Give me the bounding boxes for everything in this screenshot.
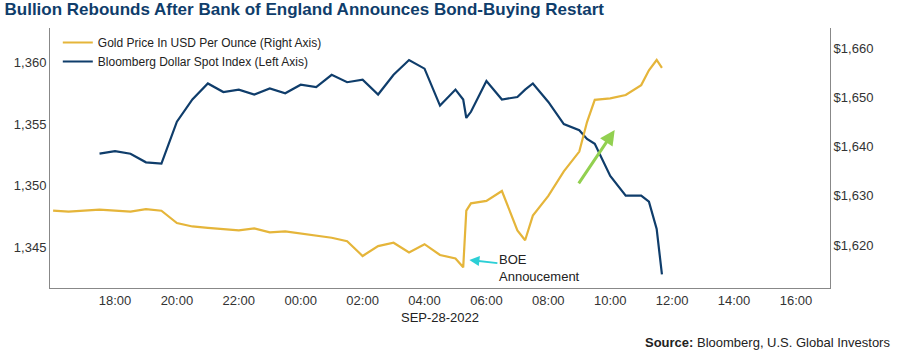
svg-text:$1,650: $1,650 [834, 90, 874, 105]
svg-text:$1,620: $1,620 [834, 238, 874, 253]
svg-text:14:00: 14:00 [718, 293, 751, 308]
svg-text:12:00: 12:00 [656, 293, 689, 308]
svg-text:$1,640: $1,640 [834, 139, 874, 154]
svg-text:1,360: 1,360 [14, 55, 47, 70]
svg-text:1,345: 1,345 [14, 240, 47, 255]
svg-text:18:00: 18:00 [99, 293, 132, 308]
svg-text:1,355: 1,355 [14, 117, 47, 132]
svg-text:22:00: 22:00 [223, 293, 256, 308]
svg-text:08:00: 08:00 [532, 293, 565, 308]
svg-text:Bullion Rebounds After Bank of: Bullion Rebounds After Bank of England A… [5, 0, 605, 19]
svg-text:06:00: 06:00 [470, 293, 503, 308]
svg-text:Source: Bloomberg, U.S. Global: Source: Bloomberg, U.S. Global Investors [645, 335, 890, 350]
svg-text:04:00: 04:00 [408, 293, 441, 308]
svg-text:00:00: 00:00 [284, 293, 317, 308]
svg-text:02:00: 02:00 [346, 293, 379, 308]
svg-text:Gold Price In USD Per Ounce (R: Gold Price In USD Per Ounce (Right Axis) [98, 36, 321, 50]
svg-text:1,350: 1,350 [14, 178, 47, 193]
svg-text:SEP-28-2022: SEP-28-2022 [401, 310, 479, 325]
svg-text:$1,630: $1,630 [834, 188, 874, 203]
svg-text:16:00: 16:00 [780, 293, 813, 308]
svg-text:10:00: 10:00 [594, 293, 627, 308]
svg-text:BOEAnnoucement: BOEAnnoucement [499, 252, 580, 284]
svg-text:$1,660: $1,660 [834, 41, 874, 56]
svg-text:Bloomberg Dollar Spot Index (L: Bloomberg Dollar Spot Index (Left Axis) [98, 55, 308, 69]
svg-text:20:00: 20:00 [161, 293, 194, 308]
